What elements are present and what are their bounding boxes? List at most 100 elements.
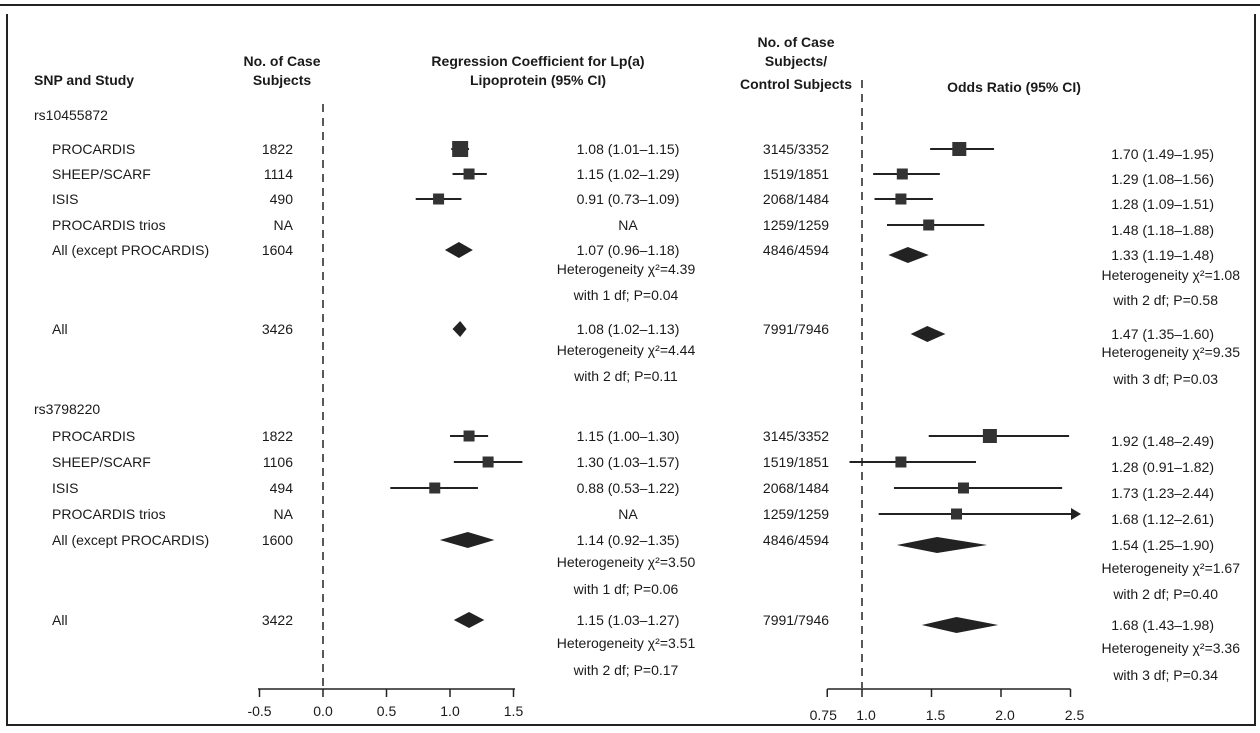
study-label: SHEEP/SCARF xyxy=(52,166,151,182)
odds-ratio-heterogeneity-df: with 2 df; P=0.58 xyxy=(1112,292,1218,308)
study-label: PROCARDIS trios xyxy=(52,217,166,233)
odds-ratio-estimate-label: 1.28 (0.91–1.82) xyxy=(1111,459,1214,475)
regression-tick-label: 0.0 xyxy=(313,703,333,719)
case-count: 490 xyxy=(270,191,294,207)
header-cases-1: No. of Case xyxy=(243,53,320,69)
odds-ratio-point-box xyxy=(895,456,907,468)
case-control-count: 1519/1851 xyxy=(763,166,829,182)
header-reg-2: Lipoprotein (95% CI) xyxy=(470,72,606,88)
odds-ratio-estimate-label: 1.33 (1.19–1.48) xyxy=(1111,247,1214,263)
figure-frame xyxy=(6,14,1256,726)
case-count: 3426 xyxy=(262,321,293,337)
regression-heterogeneity: Heterogeneity χ²=3.50 xyxy=(557,554,696,570)
regression-heterogeneity-df: with 1 df; P=0.04 xyxy=(573,287,679,303)
case-count: 1822 xyxy=(262,428,293,444)
case-control-count: 7991/7946 xyxy=(763,321,829,337)
regression-estimate-label: 1.08 (1.02–1.13) xyxy=(577,321,680,337)
study-label: All (except PROCARDIS) xyxy=(52,532,209,548)
header-cc-3: Control Subjects xyxy=(740,76,852,92)
case-control-count: 1259/1259 xyxy=(763,506,829,522)
odds-ratio-heterogeneity: Heterogeneity χ²=3.36 xyxy=(1102,640,1241,656)
case-count: 3422 xyxy=(262,612,293,628)
odds-ratio-heterogeneity: Heterogeneity χ²=9.35 xyxy=(1102,344,1241,360)
odds-ratio-heterogeneity: Heterogeneity χ²=1.67 xyxy=(1102,560,1241,576)
header-snp-study: SNP and Study xyxy=(34,72,134,88)
case-count: 1600 xyxy=(262,532,293,548)
case-count: 1822 xyxy=(262,141,293,157)
header-cc-2: Subjects/ xyxy=(765,53,827,69)
case-count: NA xyxy=(274,506,294,522)
regression-estimate-label: 1.14 (0.92–1.35) xyxy=(577,532,680,548)
regression-estimate-label: 1.15 (1.02–1.29) xyxy=(577,166,680,182)
case-control-count: 3145/3352 xyxy=(763,141,829,157)
case-control-count: 3145/3352 xyxy=(763,428,829,444)
odds-ratio-estimate-label: 1.48 (1.18–1.88) xyxy=(1111,222,1214,238)
regression-estimate-label: 1.15 (1.00–1.30) xyxy=(577,428,680,444)
regression-estimate-label: 1.08 (1.01–1.15) xyxy=(577,141,680,157)
study-label: SHEEP/SCARF xyxy=(52,454,151,470)
regression-point-box xyxy=(463,168,475,180)
regression-heterogeneity: Heterogeneity χ²=4.39 xyxy=(557,261,696,277)
odds-ratio-pooled-diamond xyxy=(888,247,929,263)
regression-pooled-diamond xyxy=(453,612,485,628)
regression-estimate-label: 1.15 (1.03–1.27) xyxy=(577,612,680,628)
study-label: All (except PROCARDIS) xyxy=(52,242,209,258)
regression-tick-label: 0.5 xyxy=(377,703,397,719)
study-label: PROCARDIS xyxy=(52,141,135,157)
odds-ratio-estimate-label: 1.92 (1.48–2.49) xyxy=(1111,433,1214,449)
odds-ratio-estimate-label: 1.28 (1.09–1.51) xyxy=(1111,196,1214,212)
study-label: PROCARDIS xyxy=(52,428,135,444)
snp-label: rs3798220 xyxy=(34,401,100,417)
case-count: 1106 xyxy=(263,454,293,470)
odds-ratio-point-box xyxy=(923,219,935,231)
regression-point-box xyxy=(482,456,494,468)
odds-ratio-pooled-diamond xyxy=(921,617,999,633)
case-count: 494 xyxy=(270,480,294,496)
odds-ratio-estimate-label: 1.29 (1.08–1.56) xyxy=(1111,171,1214,187)
odds-ratio-point-box xyxy=(952,142,967,156)
header-odds-ratio: Odds Ratio (95% CI) xyxy=(947,79,1081,95)
regression-estimate-label: 0.88 (0.53–1.22) xyxy=(577,480,680,496)
odds-ratio-heterogeneity: Heterogeneity χ²=1.08 xyxy=(1102,267,1241,283)
regression-heterogeneity-df: with 2 df; P=0.17 xyxy=(573,662,679,678)
snp-label: rs10455872 xyxy=(34,107,108,123)
case-control-count: 4846/4594 xyxy=(763,532,829,548)
regression-pooled-diamond xyxy=(452,321,467,337)
study-label: ISIS xyxy=(52,480,78,496)
odds-ratio-estimate-label: 1.54 (1.25–1.90) xyxy=(1111,537,1214,553)
regression-point-box xyxy=(452,141,469,157)
odds-ratio-estimate-label: 1.68 (1.43–1.98) xyxy=(1111,617,1214,633)
regression-heterogeneity: Heterogeneity χ²=3.51 xyxy=(557,635,696,651)
odds-ratio-estimate-label: 1.73 (1.23–2.44) xyxy=(1111,485,1214,501)
regression-estimate-label: 1.30 (1.03–1.57) xyxy=(577,454,680,470)
odds-ratio-ci-arrow xyxy=(1071,508,1081,520)
odds-ratio-point-box xyxy=(951,508,963,520)
study-label: All xyxy=(52,612,68,628)
odds-ratio-estimate-label: 1.47 (1.35–1.60) xyxy=(1111,326,1214,342)
case-control-count: 1259/1259 xyxy=(763,217,829,233)
odds-ratio-tick-label: 0.75 xyxy=(810,707,837,723)
odds-ratio-tick-label: 1.0 xyxy=(856,707,876,723)
top-rule xyxy=(0,4,1260,6)
case-count: NA xyxy=(274,217,294,233)
odds-ratio-tick-label: 2.5 xyxy=(1065,707,1085,723)
header-cc-1: No. of Case xyxy=(757,34,834,50)
regression-point-box xyxy=(433,193,445,205)
case-control-count: 2068/1484 xyxy=(763,480,829,496)
regression-point-box xyxy=(463,430,475,442)
regression-estimate-label: 1.07 (0.96–1.18) xyxy=(577,242,680,258)
odds-ratio-point-box xyxy=(982,429,997,443)
odds-ratio-tick-label: 2.0 xyxy=(995,707,1015,723)
odds-ratio-tick-label: 1.5 xyxy=(926,707,946,723)
odds-ratio-pooled-diamond xyxy=(910,326,946,342)
header-cases-2: Subjects xyxy=(253,72,312,88)
case-count: 1604 xyxy=(262,242,293,258)
regression-estimate-label: 0.91 (0.73–1.09) xyxy=(577,191,680,207)
regression-pooled-diamond xyxy=(444,242,473,258)
regression-heterogeneity-df: with 2 df; P=0.11 xyxy=(573,368,678,384)
regression-heterogeneity: Heterogeneity χ²=4.44 xyxy=(557,342,696,358)
odds-ratio-estimate-label: 1.68 (1.12–2.61) xyxy=(1111,511,1214,527)
regression-tick-label: 1.5 xyxy=(504,703,524,719)
regression-heterogeneity-df: with 1 df; P=0.06 xyxy=(573,581,679,597)
